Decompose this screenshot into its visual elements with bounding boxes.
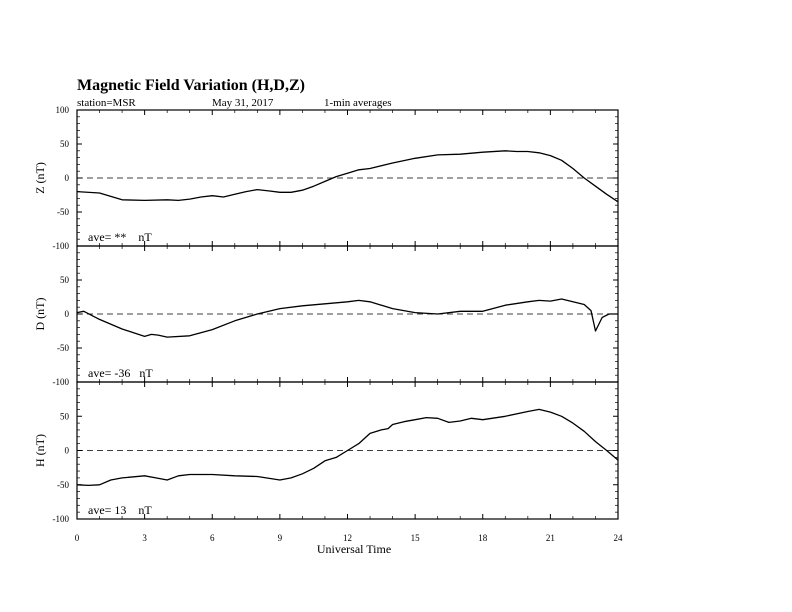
y-tick-label: -100 (53, 514, 70, 524)
averaging-label: 1-min averages (324, 97, 392, 109)
y-tick-label: 50 (60, 275, 70, 285)
panel-d: -100 -50 0 50 D (nT) ave= -36 nT (33, 245, 619, 387)
x-tick-label: 18 (478, 533, 488, 543)
y-tick-label: -50 (57, 207, 69, 217)
x-axis: 0 3 6 9 12 15 18 21 24 (75, 533, 623, 543)
x-tick-label: 15 (411, 533, 421, 543)
y-tick-label: 0 (65, 309, 70, 319)
y-tick-label: -100 (53, 377, 70, 387)
y-tick-label: 100 (56, 105, 70, 115)
x-tick-label: 12 (343, 533, 352, 543)
x-tick-label: 0 (75, 533, 80, 543)
panel-h-ylabel: H (nT) (33, 434, 47, 467)
panel-h-series-line (76, 408, 619, 487)
y-tick-label: 50 (60, 139, 70, 149)
chart-title: Magnetic Field Variation (H,D,Z) (77, 77, 305, 94)
panel-h-average-label: ave= 13 nT (88, 503, 152, 517)
x-axis-label: Universal Time (317, 542, 391, 556)
y-tick-label: -50 (57, 480, 69, 490)
x-tick-label: 24 (614, 533, 624, 543)
x-tick-label: 9 (278, 533, 283, 543)
panel-z-ylabel: Z (nT) (33, 162, 47, 194)
panels-group: -100 -50 0 50 100 Z (nT) ave= ** nT -100 -50 0 50 D… (33, 105, 619, 524)
y-tick-label: 50 (60, 411, 70, 421)
station-label: station=MSR (77, 97, 136, 109)
panel-z-average-label: ave= ** nT (88, 230, 152, 244)
panel-z: -100 -50 0 50 100 Z (nT) ave= ** nT (33, 105, 619, 251)
y-tick-label: 0 (65, 173, 70, 183)
y-tick-label: 0 (65, 446, 70, 456)
y-tick-label: -100 (53, 241, 70, 251)
x-tick-label: 3 (142, 533, 147, 543)
x-tick-label: 21 (546, 533, 555, 543)
panel-d-ylabel: D (nT) (33, 298, 47, 331)
x-tick-label: 6 (210, 533, 215, 543)
panel-d-series-line (76, 298, 618, 338)
panel-z-series-line (76, 150, 619, 203)
panel-d-average-label: ave= -36 nT (88, 366, 153, 380)
y-tick-label: -50 (57, 343, 69, 353)
date-label: May 31, 2017 (212, 97, 274, 109)
panel-h: -100 -50 0 50 H (nT) ave= 13 nT (33, 381, 619, 524)
